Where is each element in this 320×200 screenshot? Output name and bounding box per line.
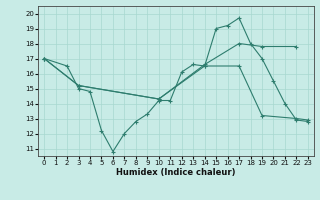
X-axis label: Humidex (Indice chaleur): Humidex (Indice chaleur) xyxy=(116,168,236,177)
